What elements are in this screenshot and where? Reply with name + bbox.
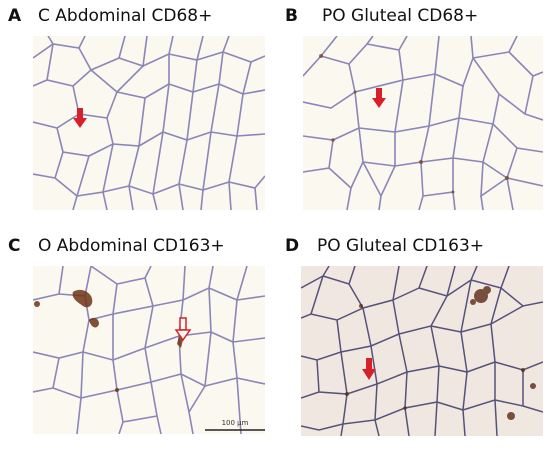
panel-b-label: B (285, 6, 298, 26)
red-outline-arrow-c (174, 317, 192, 342)
panel-c-label: C (8, 236, 21, 256)
panel-a-label: A (8, 6, 22, 26)
panel-a-title: C Abdominal CD68+ (38, 6, 213, 26)
panel-d-adipocyte-image (301, 266, 543, 436)
panel-a-micrograph (33, 36, 265, 210)
panel-d-micrograph (301, 266, 543, 436)
panel-b-micrograph (303, 36, 543, 210)
panel-a-adipocyte-image (33, 36, 265, 210)
panel-c-title: O Abdominal CD163+ (38, 236, 225, 256)
panel-d-label: D (285, 236, 300, 256)
scale-bar-label: 100 μm (222, 419, 249, 427)
panel-d-title: PO Gluteal CD163+ (317, 236, 485, 256)
panel-c-micrograph: 100 μm (33, 266, 265, 434)
red-arrow-b (372, 88, 386, 108)
panel-b-adipocyte-image (303, 36, 543, 210)
panel-b-title: PO Gluteal CD68+ (322, 6, 479, 26)
red-arrow-d (362, 358, 376, 380)
panel-c-adipocyte-image: 100 μm (33, 266, 265, 434)
scale-bar: 100 μm (205, 419, 265, 431)
red-arrow-a (73, 108, 87, 128)
